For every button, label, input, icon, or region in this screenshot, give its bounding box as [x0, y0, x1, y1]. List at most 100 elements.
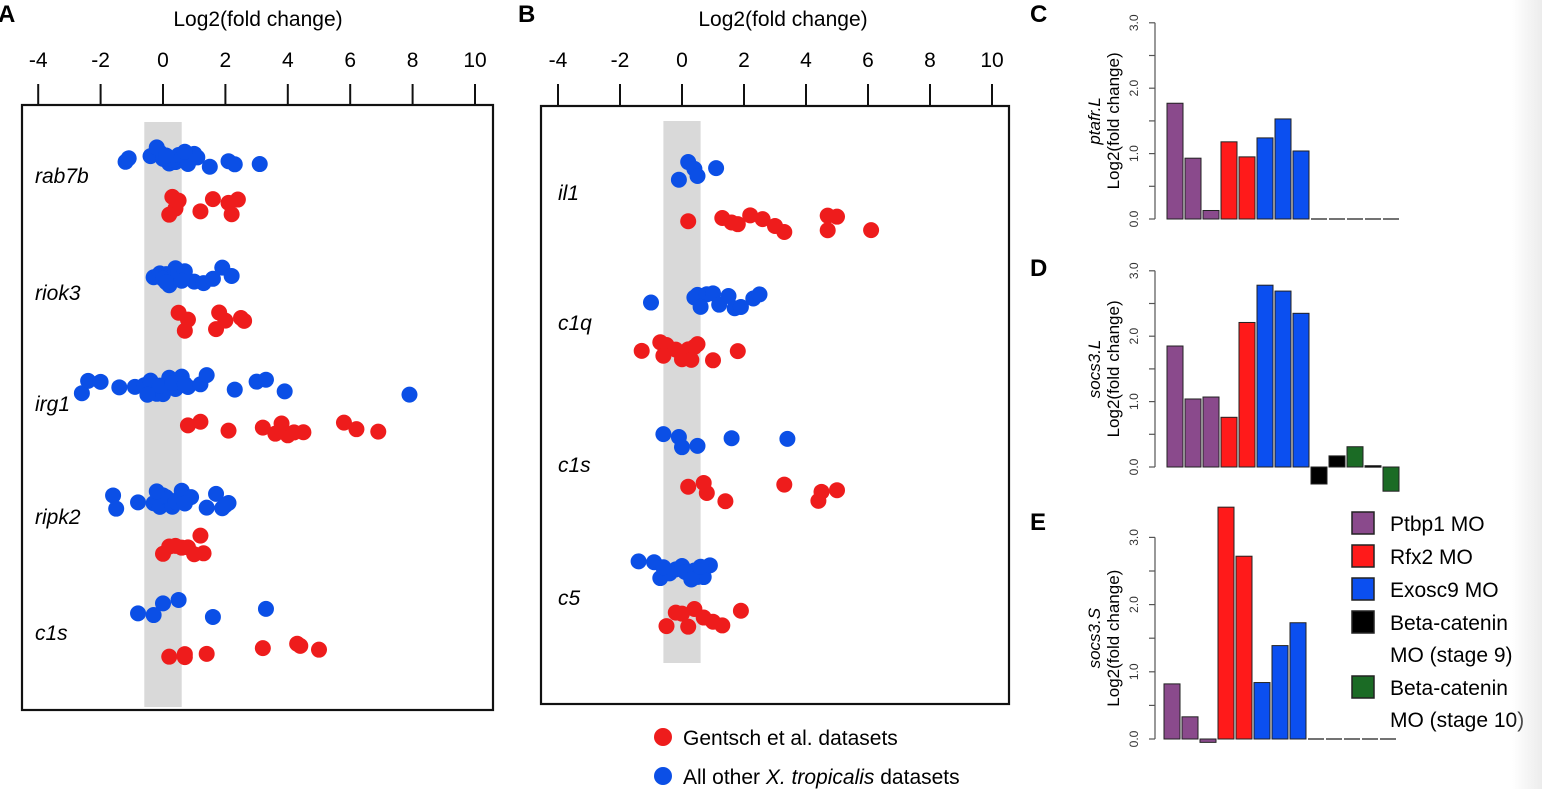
legend-label-ptbp1: Ptbp1 MO [1390, 513, 1485, 536]
y-axis-gene-label: ptafr.L [1085, 97, 1104, 146]
bar-exosc9 [1292, 150, 1310, 220]
bar-ptbp1 [1166, 345, 1184, 468]
dot-other-c1q [720, 288, 737, 305]
bar-rfx2 [1220, 141, 1238, 220]
panel-letter-e: E [1030, 509, 1046, 536]
dot-other-c1q [643, 294, 659, 311]
dot-gentsch-irg1 [370, 423, 387, 440]
y-tick-label: 3.0 [1127, 529, 1141, 546]
dot-gentsch-c5 [674, 605, 690, 622]
dot-other-riok3 [173, 272, 190, 289]
gene-label-ripk2: ripk2 [35, 506, 81, 529]
bar-betacat9 [1364, 465, 1382, 468]
bar-rfx2 [1238, 321, 1256, 468]
bar-rfx2 [1220, 416, 1238, 468]
panel-letter-c: C [1030, 1, 1047, 28]
dot-other-c1s [674, 439, 690, 456]
bar-betacat9 [1310, 466, 1328, 485]
dot-other-c1q [751, 286, 768, 303]
bar-exosc9 [1274, 290, 1292, 468]
panel-b-dot-plot: B Log2(fold change) -4 -2 0 2 4 6 8 10 il1 c1q c1… [518, 1, 1011, 706]
bar-rfx2 [1217, 506, 1235, 740]
dot-gentsch-rab7b [220, 194, 237, 211]
dot-other-c1s [130, 605, 147, 622]
panel-letter-a: A [0, 1, 15, 28]
dot-gentsch-il1 [776, 224, 793, 241]
y-tick-label: 0.0 [1127, 458, 1141, 475]
x-tick-label: 0 [157, 49, 169, 72]
panel-b-axis-title: Log2(fold change) [698, 8, 867, 31]
dot-gentsch-c1s [776, 476, 793, 493]
x-tick-label: 2 [738, 49, 750, 72]
gene-label-rab7b: rab7b [35, 165, 89, 188]
dot-gentsch-rab7b [170, 192, 187, 209]
dot-gentsch-c1q [633, 342, 650, 359]
dot-gentsch-rab7b [204, 191, 221, 208]
bar-betacat10 [1346, 446, 1364, 468]
dot-other-irg1 [73, 385, 90, 402]
panel-letter-d: D [1030, 255, 1047, 282]
y-tick-label: 3.0 [1127, 14, 1141, 31]
dot-gentsch-c1q [729, 343, 746, 360]
dot-gentsch-il1 [819, 222, 836, 239]
bar-exosc9 [1274, 118, 1292, 220]
bar-exosc9 [1292, 312, 1310, 468]
legend-label-gentsch: Gentsch et al. datasets [683, 727, 898, 750]
x-tick-label: 10 [980, 49, 1003, 72]
y-tick-label: 0.0 [1127, 210, 1141, 227]
dot-other-irg1 [151, 377, 168, 394]
dot-other-c1s [257, 600, 274, 617]
dot-other-c1s [779, 430, 796, 447]
dot-other-irg1 [401, 386, 418, 403]
dot-other-c5 [692, 558, 709, 575]
legend-label-betacat9: Beta-catenin [1390, 612, 1508, 635]
dot-other-c1s [155, 595, 171, 612]
dot-other-irg1 [164, 374, 181, 391]
dot-other-c1s [170, 591, 187, 608]
dot-other-ripk2 [217, 497, 234, 514]
dot-gentsch-c1q [683, 351, 700, 368]
dot-gentsch-c1q [655, 347, 672, 364]
legend-label-other: All other X. tropicalis datasets [683, 766, 960, 789]
bar-betacat10 [1382, 466, 1400, 492]
bar-rfx2 [1238, 156, 1256, 220]
dot-gentsch-irg1 [273, 415, 290, 432]
dot-gentsch-c5 [714, 617, 731, 634]
gene-label-il1: il1 [558, 182, 579, 205]
gene-label-c1s: c1s [35, 622, 68, 645]
bar-exosc9 [1271, 645, 1289, 740]
dot-gentsch-c5 [680, 618, 697, 635]
dot-other-irg1 [111, 379, 128, 396]
y-tick-label: 1.0 [1127, 393, 1141, 410]
dot-other-irg1 [276, 383, 293, 400]
dot-gentsch-c5 [686, 601, 703, 618]
dot-gentsch-ripk2 [192, 527, 209, 544]
dot-gentsch-riok3 [211, 304, 228, 321]
legend-label-betacat10: MO (stage 10) [1390, 709, 1524, 732]
panel-c-bar-chart: C 0.0 1.0 2.0 3.0 ptafr.L Log2(fold change) [1030, 1, 1399, 227]
dot-gentsch-c1s [829, 482, 845, 499]
dot-other-ripk2 [208, 485, 225, 502]
dot-gentsch-riok3 [176, 322, 193, 339]
bar-ptbp1 [1202, 209, 1220, 220]
dot-other-c5 [683, 571, 700, 588]
dot-other-riok3 [204, 270, 221, 287]
dot-gentsch-il1 [863, 222, 880, 239]
bar-rfx2 [1235, 555, 1253, 740]
bar-ptbp1 [1199, 738, 1217, 743]
dot-gentsch-c1s [680, 478, 697, 495]
dot-other-rab7b [251, 156, 268, 173]
dot-other-c5 [655, 559, 672, 576]
y-axis-label: Log2(fold change) [1104, 300, 1123, 437]
dot-gentsch-il1 [742, 207, 759, 224]
y-tick-label: 3.0 [1127, 262, 1141, 279]
bar-exosc9 [1289, 622, 1307, 740]
y-axis-label: Log2(fold change) [1104, 52, 1123, 189]
panel-b-frame [539, 104, 1011, 706]
dot-other-ripk2 [105, 487, 122, 504]
dot-gentsch-c1q [689, 336, 706, 353]
dot-other-irg1 [257, 371, 274, 388]
dot-gentsch-ripk2 [195, 545, 212, 562]
dot-gentsch-c5 [658, 618, 675, 635]
